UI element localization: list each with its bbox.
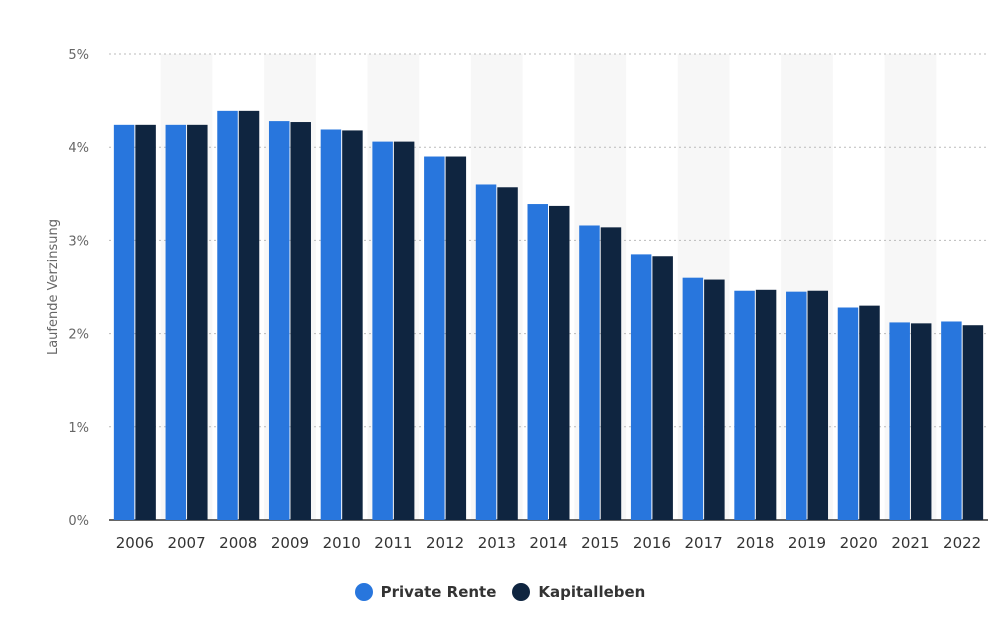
legend: Private Rente Kapitalleben: [0, 583, 1000, 601]
legend-label: Kapitalleben: [538, 583, 646, 601]
bar-private-rente[interactable]: [320, 129, 342, 520]
x-tick-label: 2014: [529, 534, 567, 552]
x-tick-label: 2018: [736, 534, 774, 552]
legend-label: Private Rente: [380, 583, 497, 601]
bar-private-rente[interactable]: [630, 254, 652, 520]
x-tick-label: 2015: [581, 534, 619, 552]
bar-kapitalleben[interactable]: [807, 290, 829, 520]
bar-private-rente[interactable]: [941, 321, 962, 520]
bar-kapitalleben[interactable]: [652, 256, 673, 520]
x-tick-label: 2006: [116, 534, 154, 552]
bar-kapitalleben[interactable]: [342, 130, 363, 520]
bar-private-rente[interactable]: [268, 121, 290, 520]
x-tick-label: 2016: [633, 534, 671, 552]
bar-kapitalleben[interactable]: [238, 110, 260, 521]
x-tick-label: 2008: [219, 534, 257, 552]
x-tick-label: 2012: [426, 534, 464, 552]
bar-private-rente[interactable]: [579, 225, 600, 520]
bar-private-rente[interactable]: [889, 322, 910, 520]
x-tick-label: 2022: [943, 534, 981, 552]
x-tick-label: 2019: [788, 534, 826, 552]
x-tick-labels: 2006 2007 2008 2009 2010 2011 2012 2013 2014 2015…: [116, 534, 981, 552]
bar-private-rente[interactable]: [424, 156, 445, 520]
legend-item-kapitalleben[interactable]: Kapitalleben: [512, 583, 645, 601]
x-tick-label: 2020: [840, 534, 878, 552]
x-tick-label: 2013: [478, 534, 516, 552]
x-tick-label: 2021: [891, 534, 929, 552]
bar-kapitalleben[interactable]: [600, 227, 622, 521]
x-tick-label: 2009: [271, 534, 309, 552]
x-tick-label: 2010: [323, 534, 361, 552]
bar-kapitalleben[interactable]: [549, 205, 570, 520]
bar-kapitalleben[interactable]: [497, 187, 518, 520]
bar-private-rente[interactable]: [682, 277, 704, 520]
bar-kapitalleben[interactable]: [135, 124, 156, 520]
y-tick-label: 0%: [68, 514, 89, 529]
y-tick-label: 1%: [68, 421, 89, 436]
y-tick-label: 2%: [68, 328, 89, 343]
bar-kapitalleben[interactable]: [187, 124, 208, 520]
x-tick-label: 2011: [374, 534, 412, 552]
bar-private-rente[interactable]: [217, 110, 238, 521]
series-color-dot: [512, 583, 531, 601]
y-tick-label: 3%: [68, 234, 89, 249]
bar-kapitalleben[interactable]: [393, 141, 415, 520]
bar-private-rente[interactable]: [837, 307, 859, 520]
y-tick-label: 4%: [68, 141, 89, 156]
bar-kapitalleben[interactable]: [755, 289, 777, 520]
bar-private-rente[interactable]: [113, 124, 135, 520]
bar-kapitalleben[interactable]: [445, 156, 467, 520]
bar-kapitalleben[interactable]: [859, 305, 880, 520]
bar-private-rente[interactable]: [527, 204, 549, 520]
y-axis-title: Laufende Verzinsung: [46, 219, 61, 355]
y-tick-labels: 0% 1% 2% 3% 4% 5%: [68, 48, 89, 529]
bar-kapitalleben[interactable]: [704, 279, 725, 520]
bars: [113, 110, 984, 521]
bar-kapitalleben[interactable]: [910, 323, 932, 520]
bar-kapitalleben[interactable]: [962, 325, 984, 520]
bar-private-rente[interactable]: [165, 124, 187, 520]
x-tick-label: 2017: [685, 534, 723, 552]
legend-item-private-rente[interactable]: Private Rente: [354, 583, 497, 601]
bar-private-rente[interactable]: [475, 184, 497, 521]
bar-private-rente[interactable]: [734, 290, 755, 520]
y-tick-label: 5%: [68, 48, 89, 63]
bar-private-rente[interactable]: [786, 291, 807, 520]
bar-kapitalleben[interactable]: [290, 122, 311, 520]
x-tick-label: 2007: [167, 534, 205, 552]
bar-private-rente[interactable]: [372, 141, 393, 520]
series-color-dot: [354, 583, 373, 601]
